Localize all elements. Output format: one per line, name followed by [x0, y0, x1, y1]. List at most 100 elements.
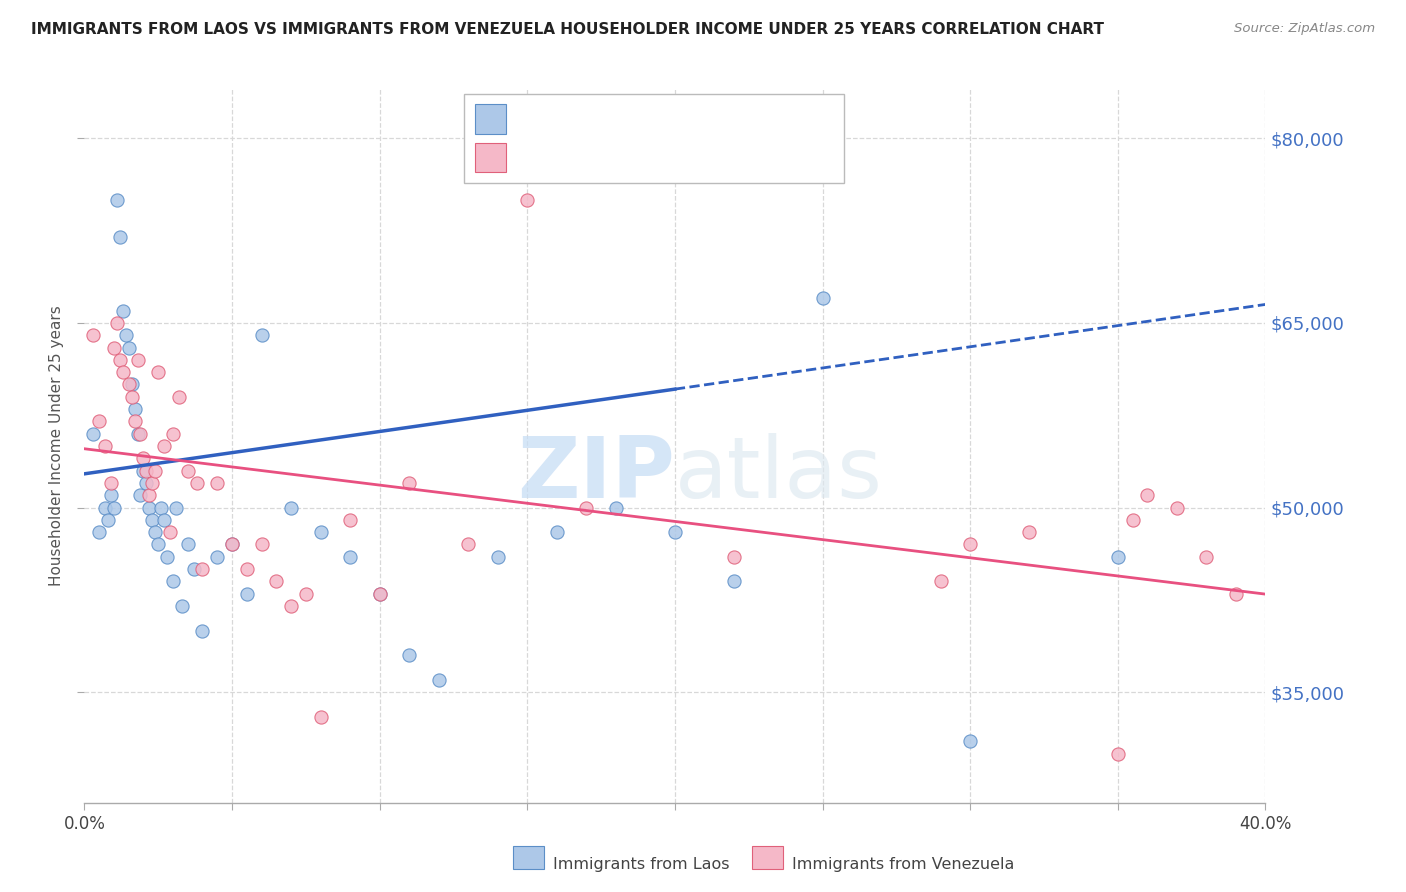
Point — [236, 562, 259, 576]
Text: R =: R = — [517, 107, 551, 125]
Point — [1136, 488, 1159, 502]
Point — [1195, 549, 1218, 564]
Point — [105, 316, 128, 330]
Point — [132, 451, 155, 466]
Point — [87, 525, 111, 540]
Point — [129, 488, 152, 502]
Point — [486, 549, 509, 564]
Text: Source: ZipAtlas.com: Source: ZipAtlas.com — [1234, 22, 1375, 36]
Point — [114, 328, 136, 343]
Point — [605, 500, 627, 515]
Point — [100, 488, 122, 502]
Point — [221, 537, 243, 551]
Point — [141, 513, 163, 527]
Point — [162, 574, 184, 589]
Point — [121, 390, 143, 404]
Point — [127, 426, 149, 441]
Point — [177, 464, 200, 478]
Point — [94, 439, 117, 453]
Point — [1166, 500, 1188, 515]
Point — [811, 291, 834, 305]
Point — [1225, 587, 1247, 601]
Point — [177, 537, 200, 551]
Point — [97, 513, 120, 527]
Point — [546, 525, 568, 540]
Text: N =: N = — [661, 145, 695, 163]
Point — [929, 574, 952, 589]
Point — [87, 414, 111, 428]
Point — [124, 414, 146, 428]
Text: 0.111: 0.111 — [583, 107, 645, 126]
Point — [207, 549, 229, 564]
Point — [127, 352, 149, 367]
Text: Immigrants from Laos: Immigrants from Laos — [553, 857, 730, 872]
Point — [165, 500, 187, 515]
Point — [186, 475, 208, 490]
Text: N =: N = — [661, 107, 695, 125]
Point — [118, 341, 141, 355]
Point — [368, 587, 391, 601]
Point — [339, 513, 361, 527]
Point — [295, 587, 318, 601]
Point — [162, 426, 184, 441]
Point — [148, 365, 170, 379]
Point — [280, 500, 302, 515]
Point — [111, 303, 134, 318]
Point — [457, 537, 479, 551]
Point — [153, 439, 176, 453]
Text: IMMIGRANTS FROM LAOS VS IMMIGRANTS FROM VENEZUELA HOUSEHOLDER INCOME UNDER 25 YE: IMMIGRANTS FROM LAOS VS IMMIGRANTS FROM … — [31, 22, 1104, 37]
Point — [156, 549, 179, 564]
Point — [167, 390, 190, 404]
Point — [398, 648, 420, 662]
Point — [153, 513, 176, 527]
Text: R =: R = — [517, 145, 551, 163]
Text: atlas: atlas — [675, 433, 883, 516]
Point — [138, 500, 160, 515]
Text: Immigrants from Venezuela: Immigrants from Venezuela — [792, 857, 1014, 872]
Point — [183, 562, 205, 576]
Point — [105, 193, 128, 207]
Point — [959, 537, 981, 551]
Point — [100, 475, 122, 490]
Point — [1018, 525, 1040, 540]
Point — [266, 574, 288, 589]
Point — [191, 562, 214, 576]
Text: -0.196: -0.196 — [569, 145, 638, 164]
Point — [250, 537, 273, 551]
Text: 48: 48 — [724, 107, 751, 126]
Point — [1107, 549, 1129, 564]
Point — [664, 525, 686, 540]
Point — [575, 500, 598, 515]
Point — [723, 574, 745, 589]
Point — [82, 328, 104, 343]
Point — [143, 525, 166, 540]
Point — [191, 624, 214, 638]
Point — [170, 599, 193, 613]
Point — [427, 673, 450, 687]
Point — [94, 500, 117, 515]
Point — [309, 525, 332, 540]
Point — [339, 549, 361, 564]
Point — [280, 599, 302, 613]
Point — [207, 475, 229, 490]
Point — [516, 193, 538, 207]
Point — [150, 500, 173, 515]
Point — [82, 426, 104, 441]
Point — [148, 537, 170, 551]
Text: ZIP: ZIP — [517, 433, 675, 516]
Point — [250, 328, 273, 343]
Point — [111, 365, 134, 379]
Point — [121, 377, 143, 392]
Point — [143, 464, 166, 478]
Point — [124, 402, 146, 417]
Point — [129, 426, 152, 441]
Point — [132, 464, 155, 478]
Point — [108, 352, 131, 367]
Point — [108, 230, 131, 244]
Point — [236, 587, 259, 601]
Point — [959, 734, 981, 748]
Point — [118, 377, 141, 392]
Point — [159, 525, 181, 540]
Point — [135, 475, 157, 490]
Point — [368, 587, 391, 601]
